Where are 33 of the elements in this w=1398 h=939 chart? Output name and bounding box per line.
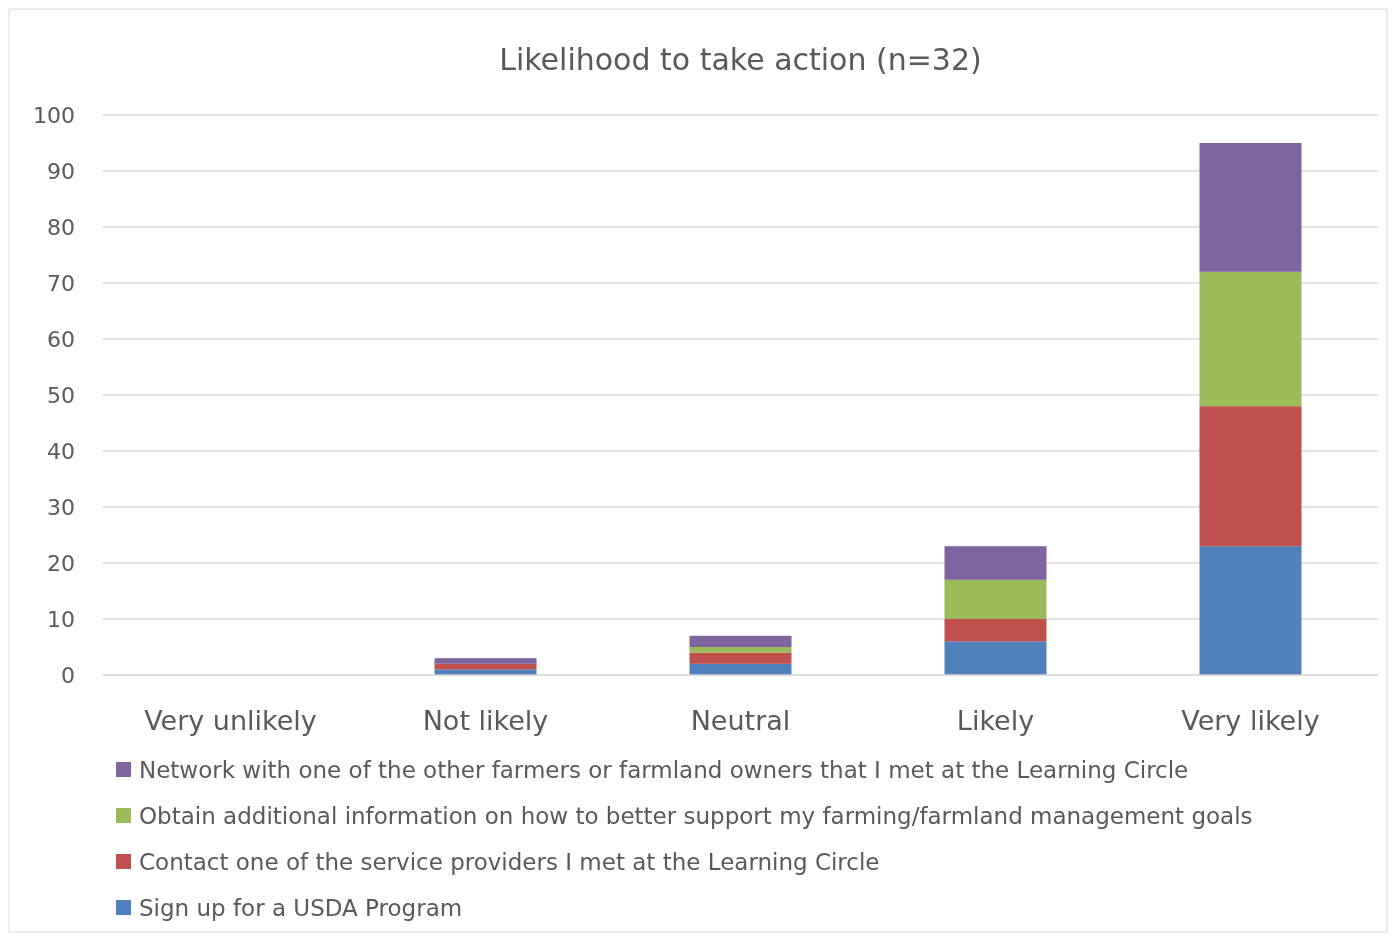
legend-label: Obtain additional information on how to better support my farming/farmland management goals <box>139 803 1253 830</box>
x-tick-label: Very likely <box>1181 705 1320 736</box>
bar <box>944 579 1047 619</box>
y-tick-label: 0 <box>61 662 75 688</box>
x-tick-label: Likely <box>956 705 1035 736</box>
bar <box>689 647 792 653</box>
y-tick-label: 50 <box>47 382 75 408</box>
bar <box>689 635 792 647</box>
y-tick-label: 40 <box>47 438 75 464</box>
chart-title: Likelihood to take action (n=32) <box>499 42 982 77</box>
y-tick-label: 90 <box>47 158 75 184</box>
bar <box>1199 546 1302 675</box>
legend-label: Network with one of the other farmers or farmland owners that I met at the Learning Circle <box>139 757 1189 784</box>
y-tick-label: 20 <box>47 550 75 576</box>
bar <box>434 658 537 664</box>
y-tick-label: 60 <box>47 326 75 352</box>
y-tick-label: 70 <box>47 270 75 296</box>
y-tick-label: 10 <box>47 606 75 632</box>
x-tick-label: Very unlikely <box>144 705 317 736</box>
bar <box>944 546 1047 580</box>
bar <box>1199 143 1302 272</box>
y-tick-label: 100 <box>33 102 75 128</box>
bar <box>689 652 792 664</box>
bar <box>1199 406 1302 547</box>
legend-label: Contact one of the service providers I met at the Learning Circle <box>139 849 880 876</box>
x-tick-label: Not likely <box>422 705 549 736</box>
x-tick-label: Neutral <box>690 705 791 736</box>
bar <box>944 641 1047 675</box>
legend-label: Sign up for a USDA Program <box>139 895 463 922</box>
y-tick-label: 80 <box>47 214 75 240</box>
bar <box>1199 271 1302 407</box>
bar <box>944 619 1047 642</box>
y-tick-label: 30 <box>47 494 75 520</box>
